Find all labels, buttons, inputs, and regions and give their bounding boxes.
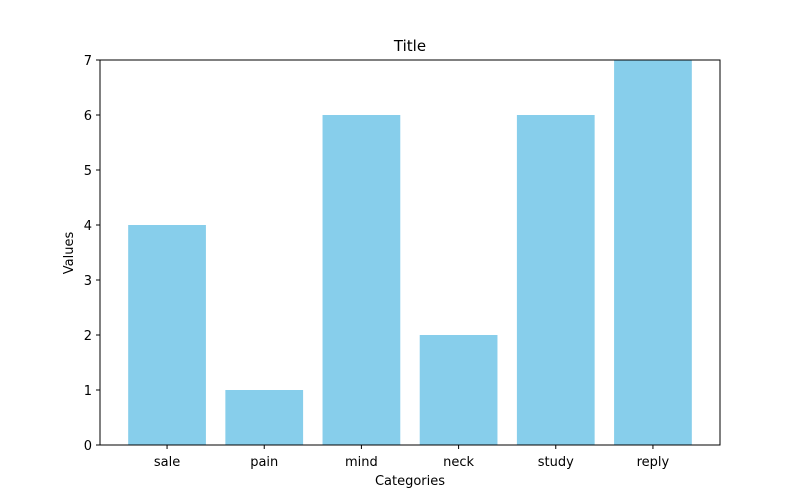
chart-title: Title: [393, 37, 426, 55]
y-tick-label: 0: [84, 439, 92, 454]
y-tick-label: 4: [84, 219, 92, 234]
plot-frame: [99, 59, 721, 446]
x-tick-label: sale: [154, 455, 180, 470]
y-tick-label: 7: [84, 54, 92, 69]
bar-mind: [322, 115, 401, 445]
y-tick-label: 6: [84, 109, 92, 124]
y-axis-ticks: 0 1 2 3 4 5 6 7: [84, 54, 100, 454]
bar-pain: [225, 390, 304, 445]
bar-sale: [128, 225, 206, 445]
y-axis-label: Values: [62, 232, 77, 275]
bars-group: [128, 60, 692, 445]
x-tick-label: reply: [637, 455, 670, 470]
x-tick-label: pain: [250, 455, 278, 470]
x-tick-label: neck: [443, 455, 474, 470]
bar-study: [516, 115, 595, 445]
x-tick-label: study: [538, 455, 574, 470]
x-tick-label: mind: [345, 455, 378, 470]
y-tick-label: 2: [84, 329, 92, 344]
x-axis-ticks: sale pain mind neck study reply: [154, 445, 670, 470]
y-tick-label: 5: [84, 164, 92, 179]
bar-reply: [614, 60, 692, 445]
y-tick-label: 3: [84, 274, 92, 289]
x-axis-label: Categories: [375, 474, 445, 489]
y-tick-label: 1: [84, 384, 92, 399]
bar-neck: [419, 335, 498, 445]
